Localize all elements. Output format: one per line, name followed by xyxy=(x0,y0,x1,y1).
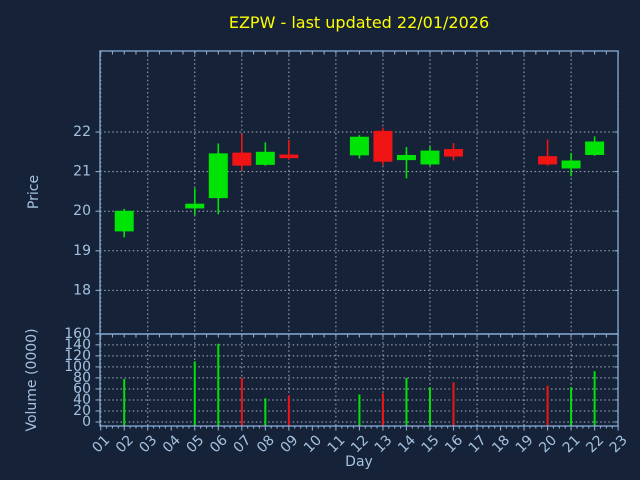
candle-body-day-22 xyxy=(585,141,605,155)
candle-body-day-02 xyxy=(114,210,134,232)
candle-body-day-07 xyxy=(232,152,252,166)
price-axis-label: Price xyxy=(26,175,42,209)
volume-tick-label: 140 xyxy=(64,337,91,353)
candle-body-day-20 xyxy=(538,156,558,165)
candle-body-day-21 xyxy=(561,160,581,169)
volume-tick-label: 160 xyxy=(64,326,91,342)
price-tick-label: 19 xyxy=(73,243,91,259)
candle-body-day-05 xyxy=(185,203,205,209)
price-tick-label: 20 xyxy=(73,203,91,219)
day-axis-label: Day xyxy=(345,454,373,470)
chart-title: EZPW - last updated 22/01/2026 xyxy=(229,13,489,32)
volume-bars xyxy=(123,343,596,426)
candle-body-day-15 xyxy=(420,150,440,165)
candle-body-day-09 xyxy=(279,154,299,159)
candle-body-day-08 xyxy=(255,151,275,165)
candle-body-day-14 xyxy=(396,154,416,161)
candle-body-day-16 xyxy=(444,149,463,157)
volume-tick-label: 0 xyxy=(82,414,91,430)
volume-axis-label: Volume (0000) xyxy=(24,328,40,431)
price-tick-label: 22 xyxy=(73,124,91,140)
gridlines xyxy=(100,51,619,426)
price-tick-label: 18 xyxy=(73,282,91,298)
volume-tick-label: 100 xyxy=(64,359,91,375)
axis-ticks xyxy=(95,51,619,431)
price-tick-label: 21 xyxy=(73,164,91,180)
candle-body-day-06 xyxy=(208,153,228,199)
volume-tick-label: 80 xyxy=(73,370,91,386)
volume-tick-label: 20 xyxy=(73,403,91,419)
volume-tick-label: 60 xyxy=(73,381,91,397)
candle-body-day-12 xyxy=(349,136,369,156)
candlesticks xyxy=(114,127,605,238)
volume-tick-label: 40 xyxy=(73,392,91,408)
candle-body-day-13 xyxy=(373,130,393,162)
volume-tick-label: 120 xyxy=(64,348,91,364)
